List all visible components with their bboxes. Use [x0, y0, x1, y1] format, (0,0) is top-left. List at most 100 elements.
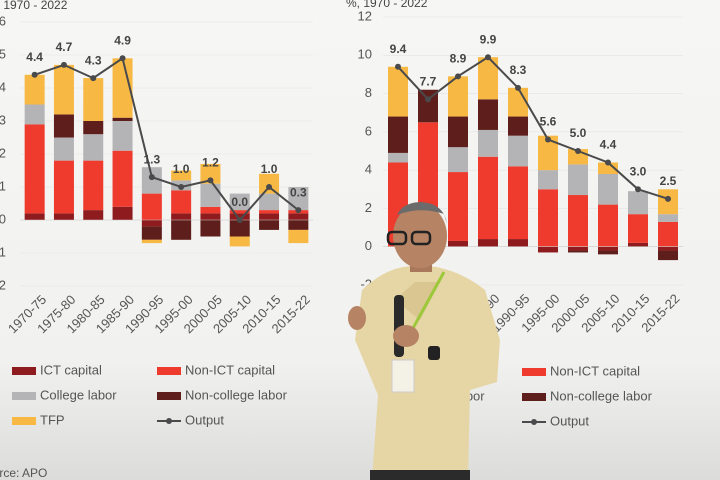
bar-segment — [508, 239, 528, 247]
bar-segment — [200, 183, 221, 207]
bar-segment — [83, 134, 104, 161]
collar — [395, 282, 440, 320]
output-point — [60, 61, 67, 68]
bar-segment — [538, 246, 558, 253]
bar-segment — [112, 58, 133, 118]
output-point — [119, 55, 126, 62]
data-label: 8.9 — [450, 52, 467, 66]
bar-segment — [568, 164, 588, 196]
bar-segment — [141, 167, 162, 194]
lanyard — [410, 271, 446, 331]
bar-segment — [508, 87, 528, 117]
legend-label: TFP — [40, 412, 65, 427]
bar-segment — [478, 129, 498, 157]
head — [393, 204, 447, 268]
data-label: 5.0 — [570, 126, 587, 140]
output-point — [295, 207, 302, 214]
bar-segment — [568, 195, 588, 247]
bar-segment — [568, 246, 588, 251]
y-tick-label: 6 — [0, 13, 6, 28]
output-point — [515, 84, 521, 91]
data-label: 9.4 — [390, 42, 407, 56]
bar-segment — [83, 78, 104, 121]
y-tick-label: 1 — [0, 178, 6, 193]
data-label: 7.7 — [420, 74, 437, 88]
badge — [391, 359, 415, 393]
bar-segment — [141, 226, 162, 240]
y-tick-label: 12 — [358, 8, 372, 23]
data-label: 9.9 — [480, 32, 497, 46]
bar-segment — [53, 137, 74, 161]
chart-subtitle: %, 1970 - 2022 — [346, 0, 428, 10]
hair — [395, 202, 447, 224]
bar-segment — [658, 250, 678, 261]
bar-segment — [508, 116, 528, 136]
bar-segment — [598, 250, 618, 255]
bar-segment — [538, 170, 558, 190]
data-label: 2.5 — [660, 174, 677, 188]
data-label: 0.0 — [231, 195, 248, 209]
bar-segment — [24, 74, 45, 105]
bar-segment — [83, 210, 104, 220]
bar-segment — [538, 189, 558, 247]
legend-swatch — [157, 367, 181, 375]
bar-segment — [448, 116, 468, 148]
data-label: 4.4 — [600, 138, 617, 152]
bar-segment — [112, 206, 133, 220]
legend-swatch — [12, 367, 36, 375]
bar-segment — [229, 210, 250, 214]
data-label: 4.9 — [114, 33, 131, 47]
bar-segment — [83, 121, 104, 135]
legend-swatch — [522, 393, 546, 401]
legend-label: Output — [185, 412, 224, 427]
output-point — [207, 177, 214, 184]
bar-segment — [53, 64, 74, 115]
output-point — [605, 159, 611, 166]
bar-segment — [288, 213, 309, 220]
data-label: 1.0 — [173, 162, 190, 176]
bar-segment — [388, 66, 408, 117]
output-point — [266, 184, 273, 190]
data-label: 3.0 — [630, 164, 647, 178]
output-line — [34, 56, 299, 222]
legend-swatch — [522, 368, 546, 376]
bar-segment — [200, 213, 221, 220]
y-tick-label: -2 — [360, 276, 372, 291]
output-point — [455, 73, 461, 80]
bar-segment — [53, 213, 74, 220]
bar-segment — [112, 150, 133, 207]
y-tick-label: 0 — [365, 238, 372, 253]
belt — [370, 470, 470, 480]
y-tick-label: 0 — [0, 211, 6, 226]
legend-label: Non-ICT capital — [185, 362, 275, 377]
y-tick-label: 10 — [358, 47, 372, 62]
output-point — [90, 75, 97, 82]
bar-segment — [24, 104, 45, 125]
data-label: 4.4 — [26, 50, 43, 64]
bar-segment — [53, 160, 74, 214]
y-tick-label: 2 — [365, 200, 372, 215]
output-point — [545, 136, 551, 143]
bar-segment — [568, 250, 588, 253]
legend-point — [531, 419, 537, 425]
bar-segment — [598, 246, 618, 251]
y-tick-label: -2 — [0, 277, 6, 292]
bar-segment — [288, 220, 309, 230]
output-point — [31, 71, 38, 78]
output-point — [395, 63, 401, 70]
bar-segment — [200, 220, 221, 237]
bar-segment — [418, 89, 438, 123]
legend-label: College labor — [40, 387, 117, 402]
data-label: 1.3 — [144, 152, 161, 166]
speaker — [348, 202, 500, 480]
output-point — [665, 195, 671, 202]
bar-segment — [229, 193, 250, 211]
output-point — [635, 186, 641, 193]
bar-segment — [171, 170, 192, 181]
bar-segment — [229, 236, 250, 247]
y-tick-label: 3 — [0, 112, 6, 127]
bar-segment — [508, 135, 528, 167]
bar-segment — [141, 220, 162, 227]
output-point — [236, 217, 243, 223]
